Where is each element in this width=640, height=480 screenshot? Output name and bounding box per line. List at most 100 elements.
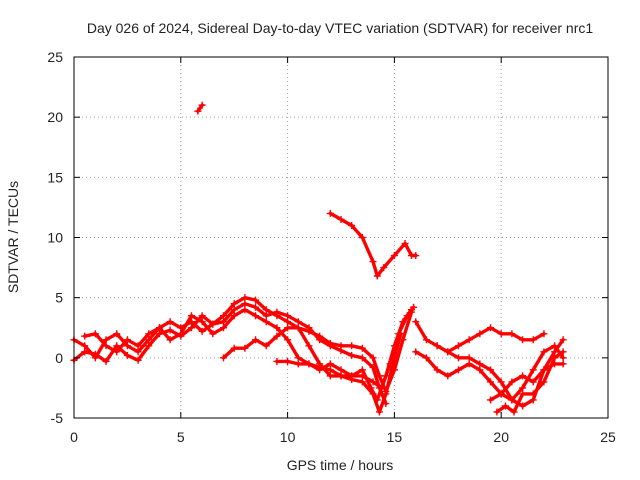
data-point (220, 312, 228, 320)
axis-ticks: 0 5 10 15 20 25 -5 0 5 10 15 20 25 (47, 49, 616, 445)
data-point (412, 348, 420, 356)
data-point (358, 234, 366, 241)
data-point (198, 312, 206, 320)
data-point (529, 336, 537, 344)
data-point (399, 318, 407, 326)
data-point (348, 351, 356, 359)
data-point (540, 366, 548, 374)
data-point (519, 384, 527, 392)
data-point (209, 320, 217, 328)
data-point (230, 312, 238, 320)
data-point (145, 336, 153, 344)
data-point (493, 408, 501, 416)
data-point (273, 324, 281, 332)
data-point (134, 342, 142, 350)
data-point (145, 342, 153, 350)
data-point (529, 366, 537, 374)
data-point (113, 342, 121, 350)
data-point (284, 318, 292, 326)
data-point (155, 330, 163, 338)
data-point (559, 360, 567, 368)
data-point (559, 348, 567, 356)
data-point (252, 312, 260, 320)
data-point (145, 330, 153, 338)
data-point (134, 348, 142, 356)
data-point (348, 221, 356, 229)
data-point (123, 336, 131, 344)
data-point (252, 336, 260, 344)
chart-title: Day 026 of 2024, Sidereal Day-to-day VTE… (87, 20, 593, 36)
data-point (102, 336, 110, 344)
data-point (390, 354, 398, 362)
data-point (348, 375, 356, 383)
data-point (209, 330, 217, 338)
x-tick-label: 20 (493, 429, 509, 445)
series-arc-7 (194, 101, 206, 115)
data-point (508, 378, 516, 386)
data-point (81, 342, 89, 350)
data-point (284, 357, 292, 365)
data-point (123, 342, 131, 350)
x-tick-label: 0 (70, 429, 78, 445)
data-point (397, 330, 405, 338)
data-point (465, 336, 473, 344)
data-point (284, 324, 292, 332)
data-point (81, 348, 89, 356)
data-point (497, 390, 505, 398)
data-point (433, 366, 441, 374)
data-point (166, 318, 174, 326)
data-point (487, 396, 495, 404)
x-tick-label: 10 (280, 429, 296, 445)
data-point (220, 354, 228, 362)
data-point (454, 366, 462, 374)
data-point (102, 357, 110, 365)
data-point (326, 366, 334, 374)
data-point (529, 378, 537, 386)
data-point (316, 332, 324, 340)
data-point (91, 330, 99, 338)
data-point (529, 390, 537, 398)
data-point (348, 342, 356, 350)
data-point (220, 318, 228, 326)
series-arc-6 (326, 209, 420, 280)
data-point (369, 390, 377, 398)
data-point (294, 318, 302, 326)
y-tick-label: -5 (51, 410, 64, 426)
data-point (433, 342, 441, 350)
series-line (495, 350, 565, 414)
data-point (422, 354, 430, 362)
data-point (375, 408, 383, 416)
data-point (358, 366, 366, 374)
data-point (551, 354, 559, 362)
data-point (559, 354, 567, 362)
data-point (284, 312, 292, 320)
data-point (444, 348, 452, 356)
data-point (241, 344, 249, 352)
data-point (551, 342, 559, 350)
data-point (487, 366, 495, 374)
data-point (273, 357, 281, 365)
data-point (273, 312, 281, 320)
data-point (305, 360, 313, 368)
data-point (273, 332, 281, 340)
data-point (166, 326, 174, 334)
data-point (519, 372, 527, 380)
series-arc-4 (220, 308, 415, 396)
series-arc-10 (433, 342, 567, 404)
data-point (241, 306, 249, 314)
data-point (454, 342, 462, 350)
data-point (241, 300, 249, 308)
data-point (326, 209, 334, 217)
data-point (510, 408, 518, 416)
data-point (501, 402, 509, 410)
data-point (198, 318, 206, 326)
data-point (519, 336, 527, 344)
data-point (508, 330, 516, 338)
data-point (487, 378, 495, 386)
data-point (487, 324, 495, 332)
series-line (221, 310, 414, 394)
data-point (230, 306, 238, 314)
data-point (373, 272, 381, 280)
